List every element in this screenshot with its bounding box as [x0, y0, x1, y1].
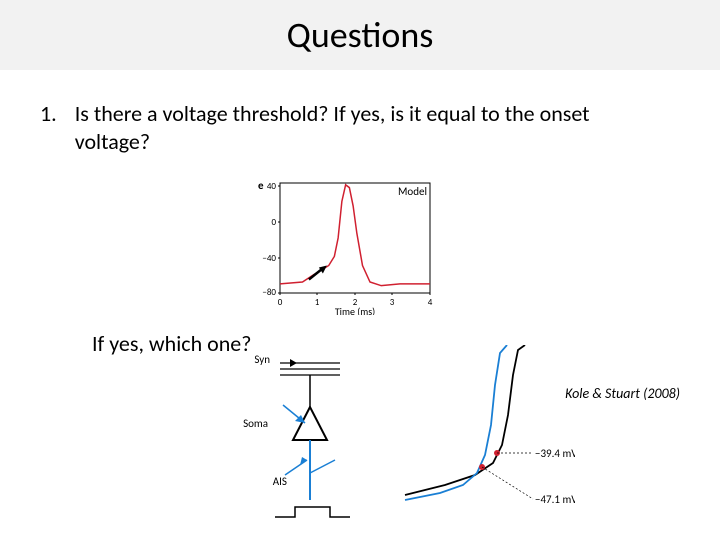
svg-text:1: 1 [315, 297, 320, 308]
model-annotation: Model [398, 185, 427, 198]
citation: Kole & Stuart (2008) [565, 385, 680, 402]
question-text: Is there a voltage threshold? If yes, is… [75, 100, 655, 155]
leader-line-2 [482, 467, 533, 499]
page-title: Questions [287, 13, 434, 57]
svg-text:−80: −80 [262, 287, 276, 298]
ais-label: AIS [273, 475, 287, 488]
current-step-icon [275, 507, 350, 517]
syn-label: Syn [254, 353, 270, 366]
question-row: 1. Is there a voltage threshold? If yes,… [40, 100, 655, 155]
svg-text:3: 3 [390, 297, 395, 308]
question-number: 1. [40, 100, 57, 155]
svg-text:0: 0 [271, 217, 276, 228]
ais-trace [405, 345, 507, 500]
svg-text:−40: −40 [262, 253, 276, 264]
soma-label: Soma [243, 417, 268, 430]
sub-question: If yes, which one? [92, 330, 251, 357]
v1-label: −39.4 mV [535, 447, 575, 460]
svg-text:0: 0 [278, 297, 283, 308]
y-ticks: 40 0 −40 −80 [262, 181, 280, 298]
traces: −39.4 mV −47.1 mV [405, 345, 575, 506]
svg-text:40: 40 [267, 181, 277, 192]
neuron-schematic: Syn Soma AIS [243, 353, 350, 517]
panel-label: e [258, 179, 264, 192]
v2-label: −47.1 mV [535, 493, 575, 506]
svg-text:4: 4 [428, 297, 433, 308]
soma-trace [405, 345, 525, 495]
title-band: Questions [0, 0, 720, 70]
x-axis-label: Time (ms) [335, 305, 375, 315]
figure-spike-model: e Model 40 0 −40 −80 0 1 2 3 4 Time (ms) [250, 175, 440, 315]
figure-neuron-threshold: Syn Soma AIS −39.4 mV −47.1 mV [235, 345, 575, 525]
